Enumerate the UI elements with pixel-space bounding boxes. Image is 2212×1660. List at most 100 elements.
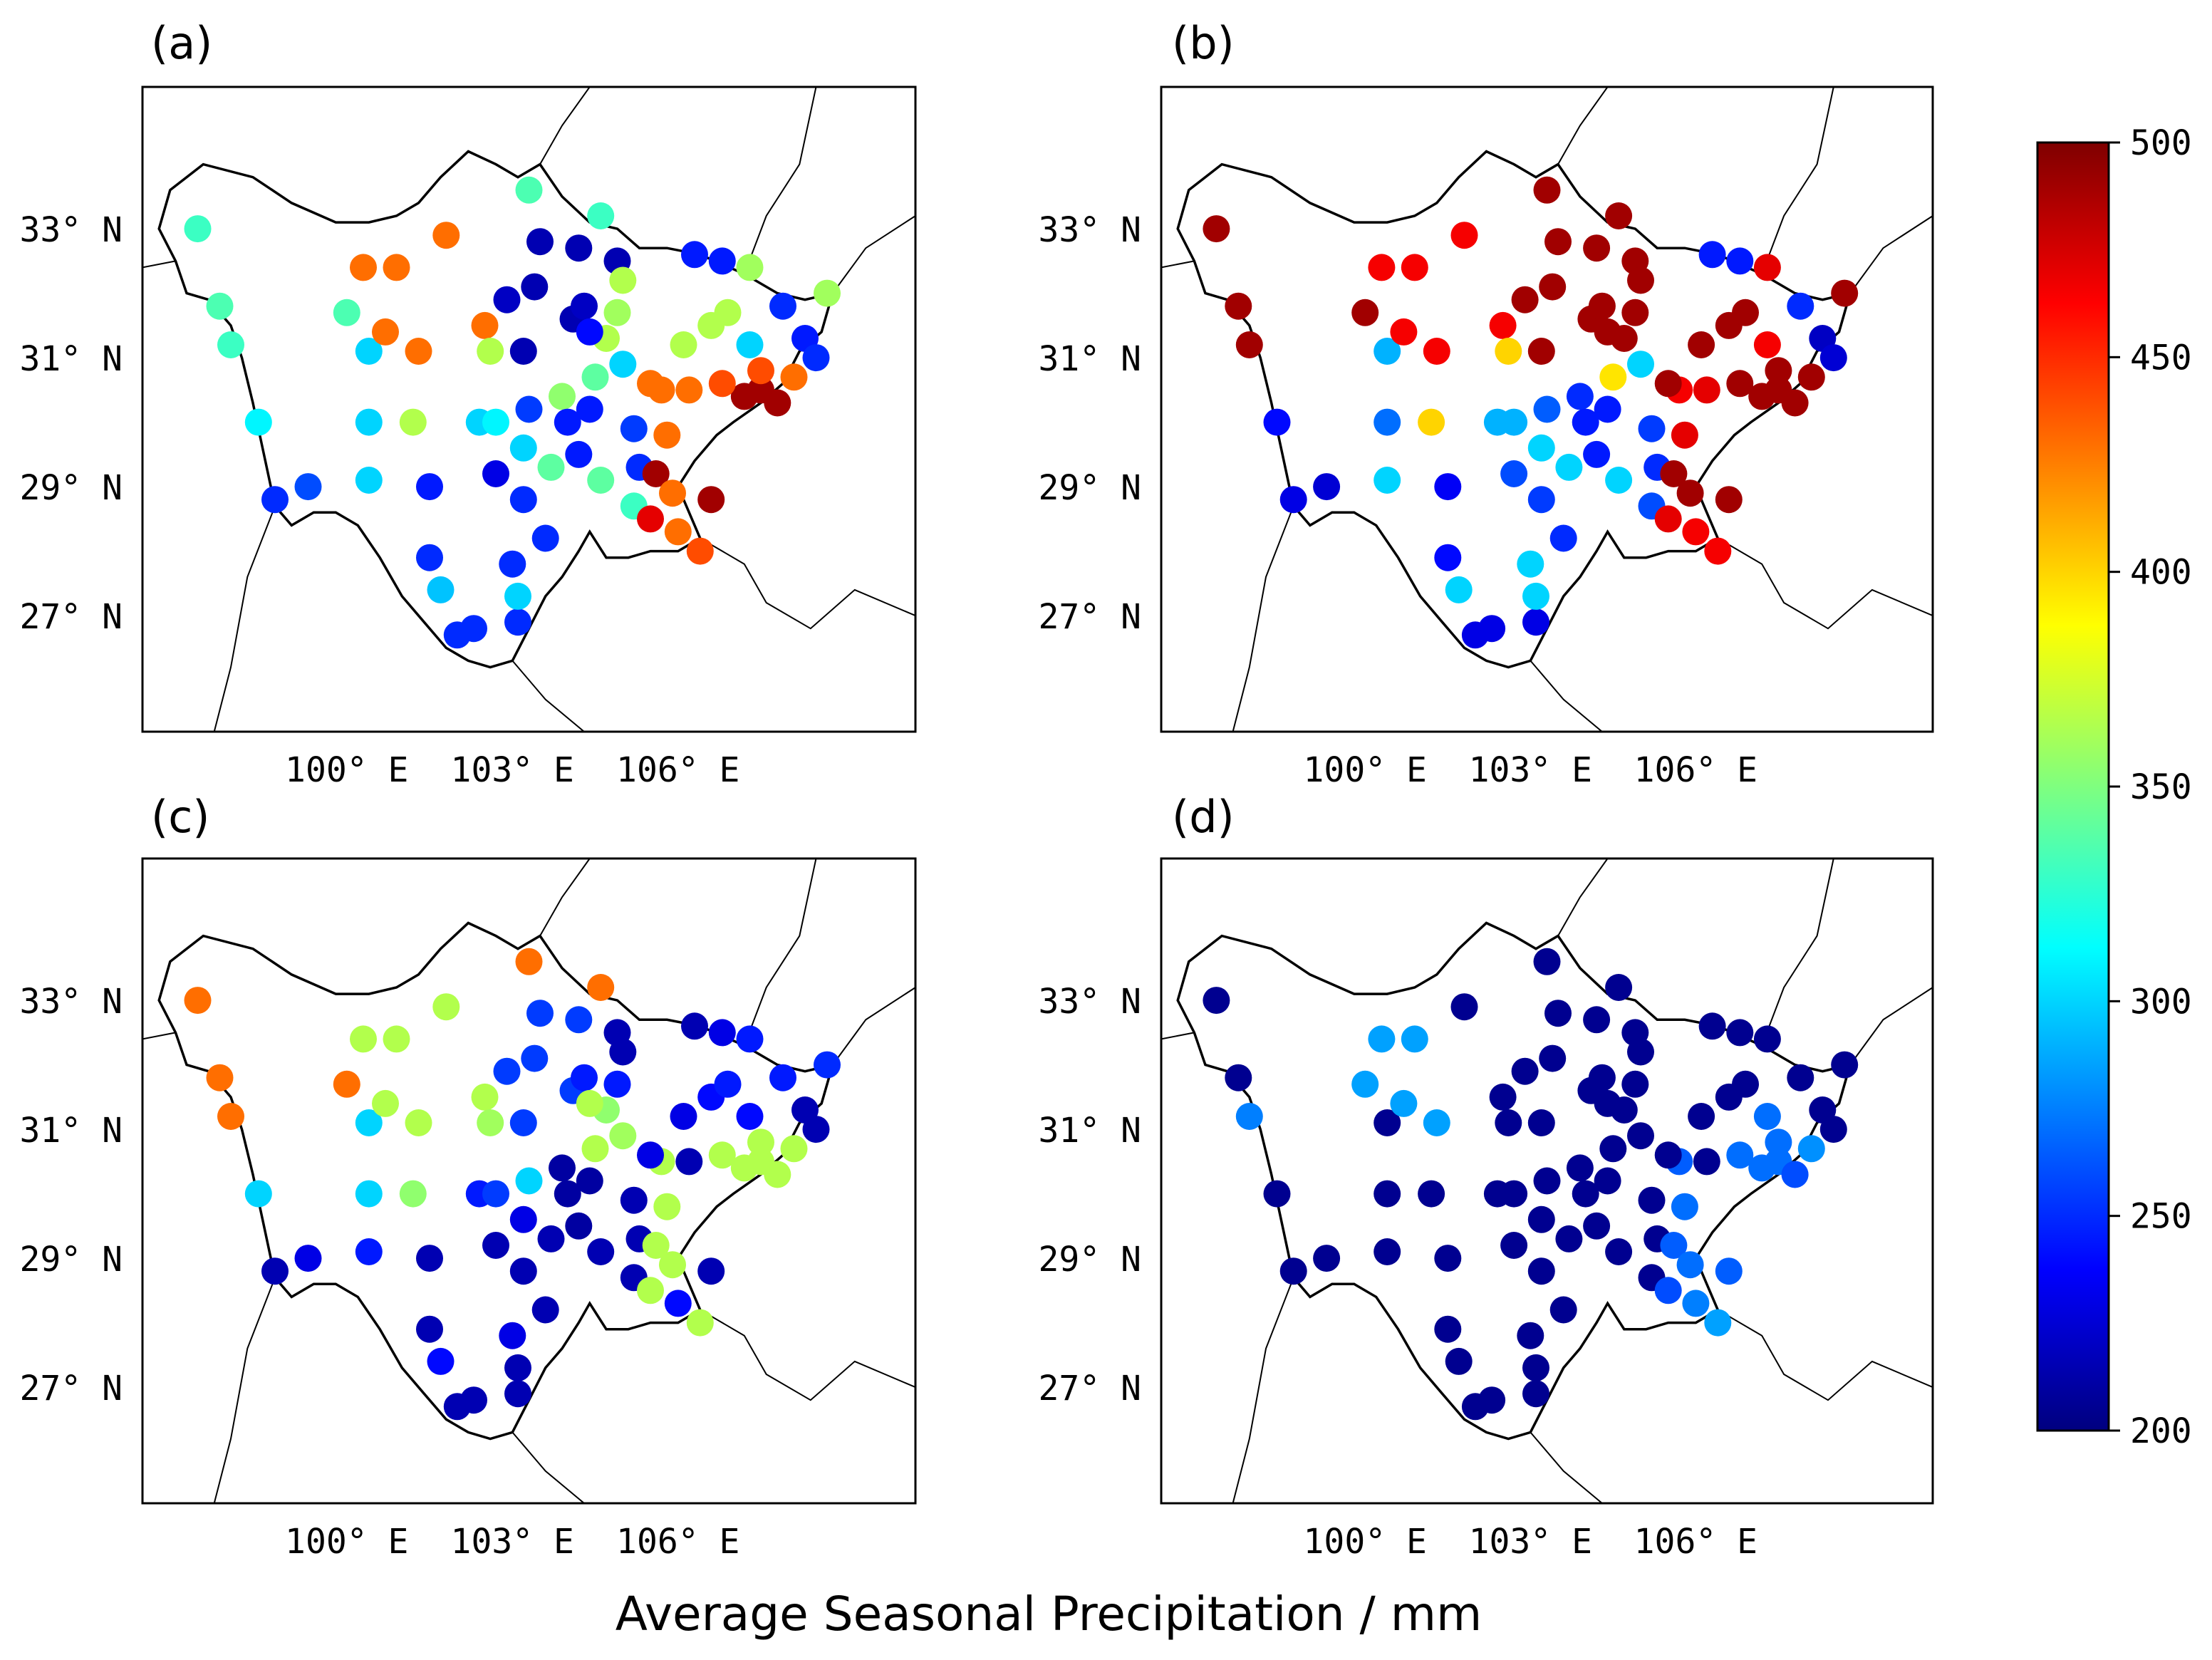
x-tick-label: 106° E (1634, 1522, 1757, 1562)
station-marker (383, 254, 410, 281)
station-marker (1235, 331, 1263, 358)
station-marker (653, 421, 681, 449)
station-marker (1715, 1257, 1743, 1285)
station-marker (1726, 1019, 1754, 1047)
station-marker (565, 1212, 593, 1240)
station-marker (1698, 1012, 1726, 1040)
station-marker (1698, 241, 1726, 269)
station-marker (1627, 1122, 1654, 1150)
station-marker (780, 1135, 808, 1163)
station-marker (1594, 1089, 1621, 1117)
station-marker (769, 1064, 796, 1091)
station-marker (1517, 550, 1544, 578)
station-marker (1605, 467, 1633, 494)
station-marker (1533, 948, 1561, 975)
station-marker (1423, 1109, 1450, 1136)
station-marker (1621, 1070, 1649, 1098)
station-marker (714, 1070, 742, 1098)
station-marker (637, 1277, 664, 1304)
station-marker (1489, 1083, 1517, 1111)
station-marker (1225, 292, 1252, 320)
station-marker (350, 254, 377, 281)
station-marker (1450, 222, 1478, 249)
station-marker (714, 299, 742, 326)
station-marker (1638, 1186, 1666, 1214)
station-marker (1203, 215, 1230, 243)
y-tick-label: 31° N (1039, 339, 1142, 379)
x-tick-label: 103° E (1469, 1522, 1592, 1562)
station-marker (355, 1180, 383, 1208)
station-marker (587, 974, 615, 1001)
station-marker (1654, 370, 1682, 398)
station-marker (526, 1000, 554, 1027)
neighbor-boundary (700, 537, 915, 630)
station-marker (1599, 1135, 1627, 1163)
neighbor-boundary (213, 505, 276, 732)
station-marker (1527, 1205, 1555, 1233)
station-marker (1374, 338, 1401, 365)
colorbar-gradient (2036, 141, 2110, 1432)
station-marker (659, 479, 686, 507)
station-marker (1401, 254, 1428, 281)
station-marker (1351, 1070, 1379, 1098)
station-marker (1434, 1315, 1462, 1343)
station-marker (1351, 299, 1379, 326)
station-marker (1500, 408, 1528, 436)
station-marker (477, 338, 504, 365)
x-tick-label: 106° E (616, 750, 739, 790)
y-tick-label: 29° N (20, 468, 123, 508)
station-marker (587, 1238, 615, 1265)
station-marker (333, 1070, 360, 1098)
station-marker (1374, 1180, 1401, 1208)
x-tick-label: 103° E (1469, 750, 1592, 790)
station-marker (526, 228, 554, 256)
x-tick-label: 100° E (285, 1522, 408, 1562)
station-marker (1715, 486, 1743, 514)
station-marker (355, 408, 383, 436)
x-tick-label: 103° E (451, 1522, 574, 1562)
station-marker (1599, 363, 1627, 391)
region-boundary (1176, 921, 1852, 1441)
station-marker (1517, 1322, 1544, 1349)
station-marker (747, 1129, 774, 1156)
station-marker (603, 1070, 631, 1098)
station-marker (1753, 254, 1781, 281)
station-marker (1621, 299, 1649, 326)
station-marker (1781, 1161, 1809, 1188)
station-marker (1390, 1089, 1418, 1117)
station-marker (1527, 338, 1555, 365)
station-marker (1434, 473, 1462, 501)
station-marker (609, 351, 637, 378)
station-marker (581, 1135, 609, 1163)
station-marker (764, 1161, 791, 1188)
station-marker (261, 486, 289, 514)
station-marker (1511, 286, 1539, 313)
station-marker (664, 1290, 692, 1317)
station-marker (1726, 370, 1754, 398)
station-marker (471, 311, 499, 339)
colorbar-tick-label: 400 (2130, 553, 2192, 593)
station-marker (1522, 1380, 1549, 1408)
neighbor-boundary (1849, 987, 1933, 1066)
station-marker (1374, 1238, 1401, 1265)
colorbar-tick-label: 200 (2130, 1411, 2192, 1451)
station-marker (1726, 247, 1754, 275)
neighbor-boundary (142, 260, 176, 269)
station-marker (1555, 453, 1583, 481)
station-marker (482, 408, 509, 436)
station-marker (708, 370, 736, 398)
station-marker (504, 608, 531, 636)
station-marker (554, 1180, 581, 1208)
y-tick-label: 33° N (1039, 210, 1142, 250)
station-marker (1753, 1103, 1781, 1130)
station-marker (565, 440, 593, 468)
station-marker (509, 1205, 537, 1233)
station-marker (549, 1154, 576, 1182)
station-marker (681, 1012, 708, 1040)
station-marker (1533, 395, 1561, 423)
colorbar-tick-label: 450 (2130, 338, 2192, 378)
station-marker (642, 1232, 670, 1259)
station-marker (1638, 415, 1666, 442)
colorbar-tick-label: 500 (2130, 123, 2192, 163)
